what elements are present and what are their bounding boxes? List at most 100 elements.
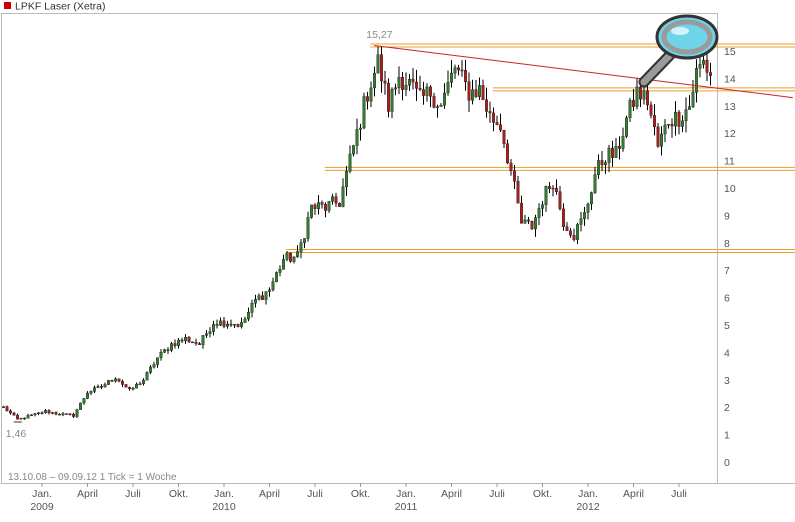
candle-body xyxy=(310,204,314,218)
y-tick-label: 4 xyxy=(724,347,730,359)
y-tick-label: 9 xyxy=(724,210,730,222)
candle-body xyxy=(527,219,531,222)
candle-body xyxy=(268,289,272,292)
candle-body xyxy=(422,89,426,96)
candle-body xyxy=(415,81,419,89)
x-tick-label: Okt. xyxy=(351,488,370,500)
x-tick-label: Juli xyxy=(671,488,687,500)
candle-body xyxy=(383,80,387,84)
candle-body xyxy=(222,320,226,327)
candle-body xyxy=(355,129,359,146)
candle-body xyxy=(551,187,555,190)
x-tick-year: 2012 xyxy=(576,501,600,513)
candle-body xyxy=(586,203,590,213)
candle-body xyxy=(411,78,415,83)
candle-body xyxy=(197,343,201,345)
candle-body xyxy=(282,259,286,270)
candle-body xyxy=(176,339,180,346)
candle-body xyxy=(253,299,257,304)
candle-body xyxy=(432,96,436,108)
y-tick-label: 14 xyxy=(724,73,736,85)
candle-body xyxy=(614,146,618,158)
candle-body xyxy=(58,413,62,416)
candle-body xyxy=(257,295,261,300)
candle-body xyxy=(131,387,135,390)
candle-body xyxy=(632,100,636,107)
candle-body xyxy=(443,92,447,106)
chart-title: LPKF Laser (Xetra) xyxy=(15,1,105,13)
candle-body xyxy=(380,54,384,82)
candle-body xyxy=(211,324,215,332)
candle-body xyxy=(148,366,152,373)
candle-body xyxy=(565,226,569,231)
candle-body xyxy=(404,84,408,90)
candle-body xyxy=(348,153,352,172)
candle-body xyxy=(467,81,471,101)
x-tick-label: April xyxy=(77,488,98,500)
candle-body xyxy=(352,145,356,155)
candle-body xyxy=(387,82,391,112)
candle-body xyxy=(534,217,538,230)
candle-body xyxy=(600,160,604,166)
candle-body xyxy=(16,414,20,420)
x-tick-year: 2009 xyxy=(30,501,54,513)
candle-body xyxy=(502,129,506,144)
candle-body xyxy=(338,202,342,207)
candle-body xyxy=(33,413,37,416)
candle-body xyxy=(331,196,335,202)
candle-body xyxy=(23,417,27,420)
candle-body xyxy=(660,133,664,147)
candle-body xyxy=(681,120,685,127)
candle-body xyxy=(26,415,30,419)
candle-body xyxy=(117,378,121,382)
candle-body xyxy=(544,186,548,205)
candle-body xyxy=(663,124,667,135)
candle-body xyxy=(166,349,170,351)
candle-body xyxy=(408,78,412,86)
candle-body xyxy=(341,186,345,207)
candle-body xyxy=(390,88,394,112)
candle-body xyxy=(688,106,692,110)
candle-body xyxy=(481,85,485,100)
y-tick-label: 5 xyxy=(724,320,730,332)
candle-body xyxy=(44,410,48,414)
x-tick-label: April xyxy=(623,488,644,500)
candle-body xyxy=(30,414,34,417)
candle-body xyxy=(639,86,643,100)
candle-body xyxy=(397,77,401,88)
x-tick-year: 2011 xyxy=(395,501,418,513)
candle-body xyxy=(5,406,9,412)
candle-body xyxy=(572,235,576,240)
x-tick-label: Jan. xyxy=(578,488,598,500)
candle-body xyxy=(590,192,594,205)
candle-body xyxy=(611,147,615,158)
candle-body xyxy=(401,77,405,90)
candle-body xyxy=(541,204,545,209)
candle-body xyxy=(145,372,149,381)
candle-body xyxy=(12,412,16,416)
candle-body xyxy=(334,196,338,204)
candle-body xyxy=(61,413,65,416)
y-tick-label: 3 xyxy=(724,375,730,387)
candle-body xyxy=(208,331,212,334)
candle-body xyxy=(359,127,363,130)
candle-body xyxy=(425,86,429,96)
candle-body xyxy=(134,383,138,389)
y-tick-label: 1 xyxy=(724,430,730,442)
candle-body xyxy=(2,406,5,408)
candle-body xyxy=(239,322,243,327)
candle-body xyxy=(204,333,208,336)
candle-body xyxy=(180,339,184,342)
candle-body xyxy=(313,204,317,209)
candle-body xyxy=(509,162,513,172)
y-tick-label: 0 xyxy=(724,457,730,469)
candle-body xyxy=(593,174,597,193)
candle-body xyxy=(709,72,713,76)
candle-body xyxy=(376,54,380,74)
annotation-label: 1,46 xyxy=(6,428,27,440)
x-tick-label: April xyxy=(259,488,280,500)
candle-body xyxy=(667,123,671,126)
candle-body xyxy=(450,72,454,83)
y-tick-label: 13 xyxy=(724,101,736,113)
